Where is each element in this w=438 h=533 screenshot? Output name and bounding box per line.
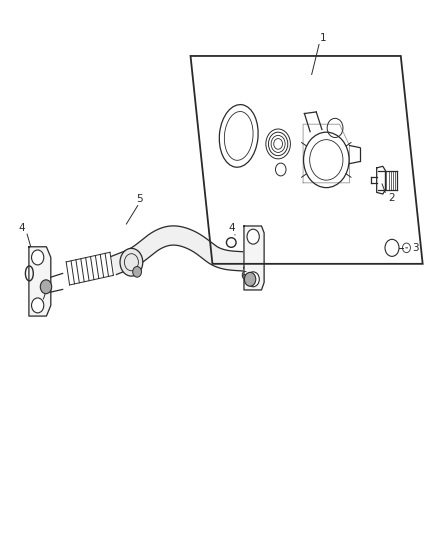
Circle shape <box>247 272 259 287</box>
Text: 2: 2 <box>388 193 395 203</box>
Text: 4: 4 <box>18 223 25 233</box>
Circle shape <box>32 298 44 313</box>
Text: 1: 1 <box>320 34 327 43</box>
Text: 6: 6 <box>240 271 247 281</box>
Polygon shape <box>29 247 51 316</box>
Circle shape <box>32 250 44 265</box>
Polygon shape <box>244 226 264 290</box>
Text: 6: 6 <box>37 302 44 311</box>
Circle shape <box>244 272 256 286</box>
Polygon shape <box>111 226 255 274</box>
Circle shape <box>133 266 141 277</box>
Text: 3: 3 <box>412 243 419 253</box>
Circle shape <box>40 280 52 294</box>
Text: 4: 4 <box>229 223 236 233</box>
Circle shape <box>120 248 143 276</box>
Text: 7: 7 <box>129 268 136 278</box>
Circle shape <box>247 229 259 244</box>
Text: 5: 5 <box>136 194 143 204</box>
